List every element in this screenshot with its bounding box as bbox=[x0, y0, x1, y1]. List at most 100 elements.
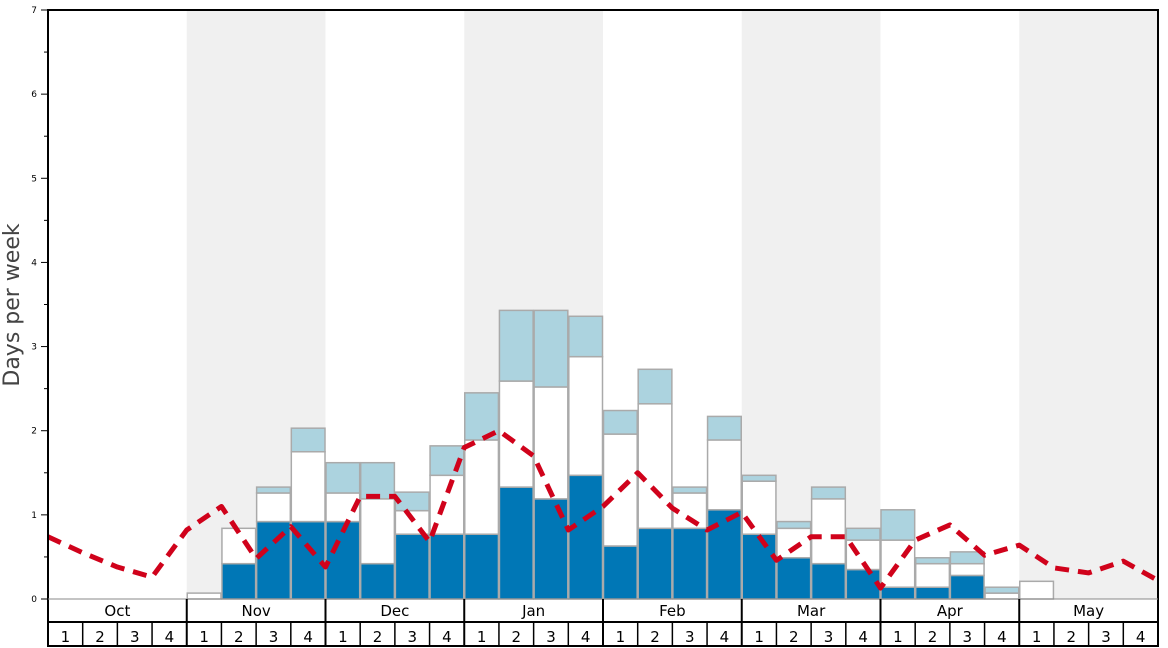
week-label: 1 bbox=[616, 628, 626, 646]
week-label: 4 bbox=[720, 628, 730, 646]
bar-segment-dark-blue bbox=[776, 557, 812, 600]
bar-segment-dark-blue bbox=[464, 533, 500, 600]
bar-segment-white bbox=[1019, 580, 1055, 600]
bar-segment-dark-blue bbox=[880, 586, 916, 600]
week-label: 4 bbox=[997, 628, 1007, 646]
bar-segment-white bbox=[568, 355, 604, 477]
bar-segment-light-blue bbox=[637, 368, 673, 405]
week-label: 4 bbox=[581, 628, 591, 646]
bar-segment-light-blue bbox=[464, 392, 500, 441]
week-label: 4 bbox=[165, 628, 175, 646]
week-label: 1 bbox=[199, 628, 209, 646]
bar-segment-light-blue bbox=[776, 520, 812, 530]
bar-segment-light-blue bbox=[880, 509, 916, 541]
bar-segment-white bbox=[706, 439, 742, 511]
bar-segment-dark-blue bbox=[602, 545, 638, 600]
week-label: 2 bbox=[1067, 628, 1077, 646]
bar-segment-light-blue bbox=[949, 551, 985, 565]
y-tick-label: 5 bbox=[31, 174, 37, 184]
bar-segment-white bbox=[637, 403, 673, 530]
week-label: 1 bbox=[477, 628, 487, 646]
bar-segment-light-blue bbox=[810, 486, 847, 500]
bar-segment-light-blue bbox=[845, 527, 881, 541]
bar-segment-light-blue bbox=[984, 586, 1020, 594]
y-tick-label: 0 bbox=[31, 595, 37, 605]
month-band bbox=[1019, 10, 1158, 599]
month-label: Oct bbox=[104, 602, 130, 620]
week-label: 2 bbox=[234, 628, 244, 646]
bar-segment-light-blue bbox=[568, 315, 604, 358]
y-tick-label: 3 bbox=[31, 343, 37, 353]
bar-segment-dark-blue bbox=[568, 474, 604, 600]
week-label: 2 bbox=[95, 628, 105, 646]
bar-segment-light-blue bbox=[394, 491, 430, 512]
bar-segment-white bbox=[464, 439, 500, 535]
bar-segment-light-blue bbox=[290, 427, 326, 453]
bar-segment-dark-blue bbox=[325, 520, 361, 600]
bar-segment-dark-blue bbox=[429, 533, 465, 600]
week-label: 3 bbox=[962, 628, 972, 646]
bar-segment-light-blue bbox=[325, 461, 361, 494]
bar-segment-light-blue bbox=[602, 409, 638, 435]
bar-segment-light-blue bbox=[255, 486, 292, 494]
month-label: Apr bbox=[937, 602, 964, 620]
bar-segment-light-blue bbox=[914, 557, 951, 565]
bar-segment-white bbox=[914, 562, 951, 588]
bar-segment-dark-blue bbox=[221, 562, 257, 600]
bar-segment-white bbox=[533, 386, 569, 500]
month-label: May bbox=[1073, 602, 1104, 620]
week-label: 1 bbox=[893, 628, 903, 646]
week-label: 2 bbox=[928, 628, 938, 646]
month-label: Jan bbox=[521, 602, 545, 620]
month-band bbox=[880, 10, 1020, 599]
bar-segment-dark-blue bbox=[672, 527, 708, 600]
week-label: 2 bbox=[789, 628, 799, 646]
bar-segment-light-blue bbox=[672, 486, 708, 494]
y-tick-label: 6 bbox=[31, 90, 37, 100]
y-tick-label: 1 bbox=[31, 511, 37, 521]
week-label: 4 bbox=[303, 628, 313, 646]
bar-segment-dark-blue bbox=[359, 562, 396, 600]
week-label: 2 bbox=[512, 628, 522, 646]
average-line bbox=[46, 428, 1160, 591]
week-label: 3 bbox=[685, 628, 695, 646]
bar-segment-light-blue bbox=[706, 415, 742, 441]
bar-segment-light-blue bbox=[498, 309, 534, 382]
month-label: Nov bbox=[241, 602, 270, 620]
bar-segment-white bbox=[984, 592, 1020, 600]
week-label: 4 bbox=[858, 628, 868, 646]
month-label: Mar bbox=[797, 602, 826, 620]
week-label: 3 bbox=[546, 628, 556, 646]
bar-segment-light-blue bbox=[359, 461, 396, 500]
bar-segment-dark-blue bbox=[706, 509, 742, 600]
bar-segment-dark-blue bbox=[810, 562, 847, 600]
week-label: 1 bbox=[754, 628, 764, 646]
week-label: 1 bbox=[338, 628, 348, 646]
bar-segment-dark-blue bbox=[255, 520, 292, 600]
bar-segment-dark-blue bbox=[914, 586, 951, 600]
bar-segment-light-blue bbox=[741, 474, 777, 482]
bar-segment-dark-blue bbox=[741, 533, 777, 600]
bar-segment-white bbox=[810, 498, 847, 565]
bar-segment-white bbox=[359, 498, 396, 565]
bar-segment-white bbox=[255, 492, 292, 523]
y-tick-label: 4 bbox=[31, 258, 37, 268]
week-label: 4 bbox=[1136, 628, 1146, 646]
month-label: Feb bbox=[659, 602, 686, 620]
month-label: Dec bbox=[380, 602, 409, 620]
bar-segment-white bbox=[290, 451, 326, 523]
week-label: 2 bbox=[373, 628, 383, 646]
y-axis-label: Days per week bbox=[0, 223, 25, 386]
bar-segment-dark-blue bbox=[949, 574, 985, 600]
week-label: 3 bbox=[269, 628, 279, 646]
month-band bbox=[48, 10, 187, 599]
week-label: 1 bbox=[61, 628, 71, 646]
week-label: 4 bbox=[442, 628, 452, 646]
bar-segment-light-blue bbox=[533, 309, 569, 388]
week-label: 3 bbox=[824, 628, 834, 646]
week-label: 2 bbox=[650, 628, 660, 646]
week-label: 3 bbox=[130, 628, 140, 646]
bar-segment-dark-blue bbox=[637, 527, 673, 600]
week-label: 1 bbox=[1032, 628, 1042, 646]
